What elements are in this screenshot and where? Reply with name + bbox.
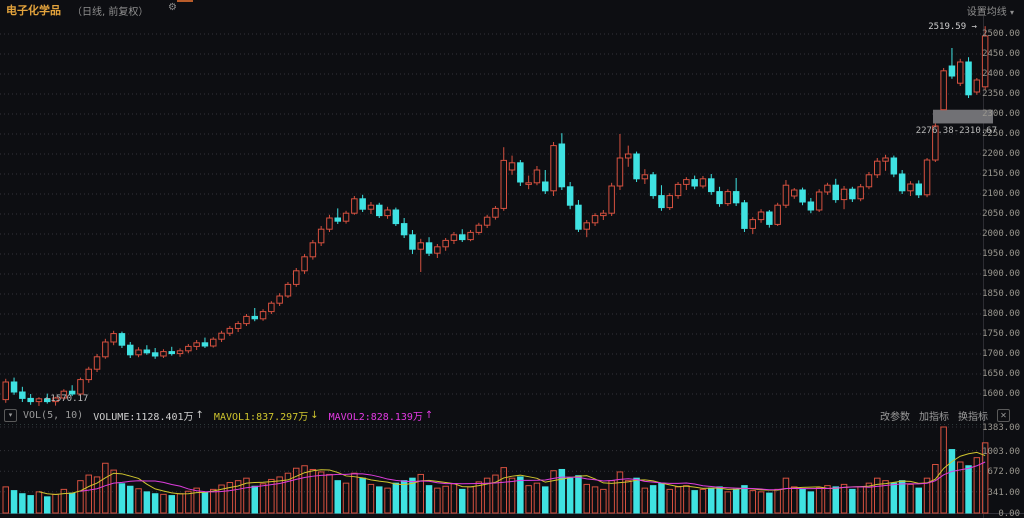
mavol2-line — [80, 461, 986, 493]
price-axis-label: 1800.00 — [982, 309, 1020, 319]
price-axis: 2500.00 2450.00 2400.00 2350.00 2300.00 2250.… — [982, 0, 1024, 407]
page-title: 电子化学品 — [6, 4, 61, 17]
price-axis-label: 2300.00 — [982, 109, 1020, 119]
left-arrow-icon: ← — [45, 394, 51, 404]
price-axis-label: 2250.00 — [982, 129, 1020, 139]
highest-price-value: 2519.59 — [928, 22, 967, 32]
price-axis-label: 2400.00 — [982, 69, 1020, 79]
lowest-price-value: 1570.17 — [50, 394, 89, 404]
price-axis-label: 1650.00 — [982, 369, 1020, 379]
chart-header: 电子化学品 （日线, 前复权） ⚙ 设置均线 ▾ — [0, 0, 1024, 18]
price-axis-label: 2450.00 — [982, 49, 1020, 59]
price-axis-label: 2000.00 — [982, 229, 1020, 239]
volume-axis-label: 672.00 — [987, 467, 1020, 478]
ma-settings-button[interactable]: 设置均线 ▾ — [967, 3, 1014, 18]
price-axis-label: 2100.00 — [982, 189, 1020, 199]
price-axis-label: 1700.00 — [982, 349, 1020, 359]
chevron-down-icon: ▾ — [1009, 8, 1014, 17]
chart-period-label: （日线, 前复权） — [72, 7, 149, 18]
indicator-buttons: 改参数 加指标 换指标 ✕ — [880, 408, 1024, 423]
gap-range-annotation: 2276.38-2310.67 — [915, 126, 997, 136]
volume-axis-label: 1003.00 — [982, 446, 1020, 457]
price-axis-label: 1750.00 — [982, 329, 1020, 339]
volume-axis-label: 0.00 — [998, 509, 1020, 518]
price-axis-label: 2500.00 — [982, 29, 1020, 39]
indicator-name: VOL(5, 10) — [23, 409, 84, 421]
gridlines-layer — [0, 16, 1024, 518]
price-axis-label: 1600.00 — [982, 389, 1020, 399]
price-axis-label: 2150.00 — [982, 169, 1020, 179]
right-arrow-icon: → — [971, 22, 977, 32]
price-axis-label: 1850.00 — [982, 289, 1020, 299]
switch-indicator-button[interactable]: 换指标 — [958, 411, 988, 423]
price-axis-label: 1950.00 — [982, 249, 1020, 259]
mavol2-value: MAVOL2:828.139万 — [328, 411, 423, 423]
close-icon[interactable]: ✕ — [997, 408, 1010, 422]
highest-price-annotation: 2519.59 → — [928, 22, 977, 32]
add-indicator-button[interactable]: 加指标 — [919, 411, 949, 423]
change-params-button[interactable]: 改参数 — [880, 411, 910, 423]
volume-axis-label: 1383.00 — [982, 423, 1020, 433]
price-axis-label: 2350.00 — [982, 89, 1020, 99]
gear-icon[interactable]: ⚙ — [168, 2, 177, 13]
volume-axis-label: 341.00 — [987, 487, 1020, 498]
mavol1-value: MAVOL1:837.297万 — [213, 411, 309, 423]
indicator-dropdown-icon[interactable]: ▾ — [4, 408, 17, 422]
mavol2-up-arrow-icon: ↑ — [424, 409, 434, 421]
mavol1-down-arrow-icon: ↓ — [310, 409, 319, 421]
ma-settings-label: 设置均线 — [966, 7, 1007, 18]
gap-highlight-box — [933, 109, 993, 124]
price-axis-label: 1900.00 — [982, 269, 1020, 279]
volume-up-arrow-icon: ↑ — [195, 409, 204, 421]
volume-value: VOLUME:1128.401万 — [93, 411, 194, 423]
mavol1-line — [38, 451, 986, 495]
candles-layer — [2, 26, 989, 406]
volume-axis: 1383.00 1003.00 672.00 341.00 0.00 — [982, 407, 1024, 518]
top-accent-mark — [177, 0, 193, 2]
lowest-price-annotation: ←1570.17 — [45, 394, 88, 404]
volume-pane-header: ▾ VOL(5, 10) VOLUME:1128.401万 ↑ MAVOL1:8… — [0, 407, 1024, 423]
price-axis-label: 2050.00 — [982, 209, 1020, 219]
volume-bars-layer — [2, 426, 989, 514]
price-axis-label: 2200.00 — [982, 149, 1020, 159]
